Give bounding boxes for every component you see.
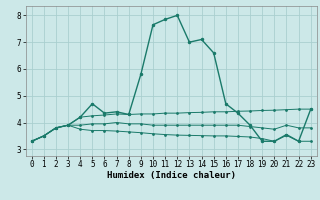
X-axis label: Humidex (Indice chaleur): Humidex (Indice chaleur) [107, 171, 236, 180]
